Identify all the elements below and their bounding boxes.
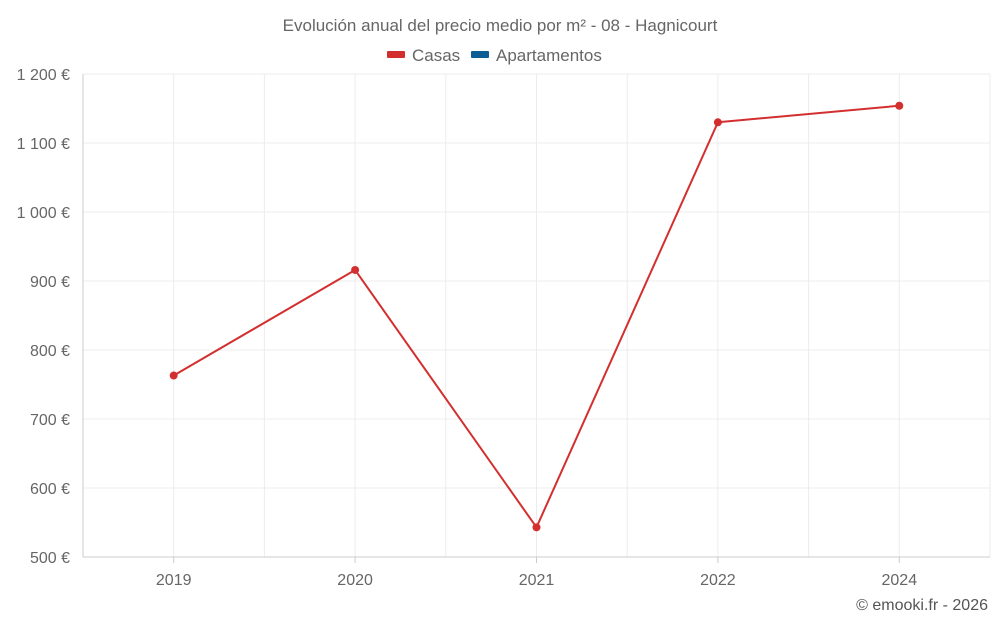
legend-label-casas: Casas <box>412 46 460 65</box>
x-tick-label: 2024 <box>882 572 918 589</box>
y-tick-label: 900 € <box>30 274 70 291</box>
y-tick-label: 800 € <box>30 343 70 360</box>
y-tick-label: 500 € <box>30 550 70 567</box>
data-point-casas <box>532 523 541 532</box>
legend-item-casas[interactable]: Casas <box>387 46 460 65</box>
x-tick-label: 2020 <box>337 572 373 589</box>
plot-area: 500 € 600 € 700 € 800 € 900 € 1 000 € 1 100 € 1… <box>17 67 991 589</box>
data-point-casas <box>169 371 178 380</box>
y-tick-label: 1 100 € <box>17 136 70 153</box>
data-point-casas <box>895 101 904 110</box>
x-tick-label: 2019 <box>156 572 192 589</box>
legend-swatch-apartamentos <box>471 51 489 58</box>
y-tick-label: 1 000 € <box>17 205 70 222</box>
y-tick-label: 600 € <box>30 481 70 498</box>
x-tick-label: 2022 <box>700 572 736 589</box>
x-tick-label: 2021 <box>519 572 555 589</box>
legend-item-apartamentos[interactable]: Apartamentos <box>471 46 602 65</box>
legend-swatch-casas <box>387 51 405 58</box>
y-tick-label: 700 € <box>30 412 70 429</box>
chart-title: Evolución anual del precio medio por m² … <box>283 16 718 35</box>
y-tick-label: 1 200 € <box>17 67 70 84</box>
legend: Casas Apartamentos <box>387 46 602 65</box>
legend-label-apartamentos: Apartamentos <box>496 46 602 65</box>
data-point-casas <box>713 118 722 127</box>
data-point-casas <box>351 265 360 274</box>
credit: © emooki.fr - 2026 <box>856 597 988 614</box>
